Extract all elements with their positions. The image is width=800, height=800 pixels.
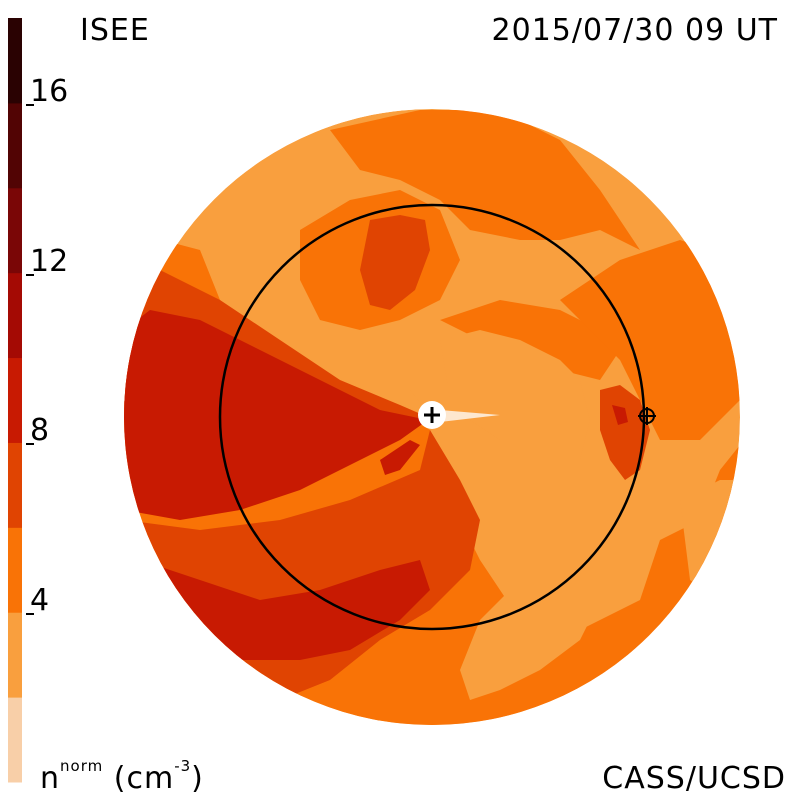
- colorbar-band: [8, 357, 22, 443]
- colorbar-band: [8, 697, 22, 783]
- datetime-label: 2015/07/30 09 UT: [491, 13, 778, 48]
- colorbar: [8, 18, 22, 783]
- density-region-8-10: [124, 310, 428, 520]
- colorbar-band: [8, 102, 22, 189]
- colorbar-band: [8, 18, 22, 104]
- density-region-6-8: [600, 385, 650, 480]
- colorbar-tick-label: 8: [25, 413, 50, 449]
- density-region-6-8: [360, 215, 430, 310]
- density-region-4-6: [440, 300, 620, 380]
- colorbar-band: [8, 187, 22, 274]
- density-region-4-6: [560, 240, 740, 440]
- colorbar-tick-label: 16: [25, 73, 69, 109]
- density-region-4-6: [330, 110, 640, 250]
- earth-marker: [638, 407, 656, 425]
- density-region-8-10: [612, 405, 628, 425]
- colorbar-band: [8, 442, 22, 528]
- sun-wake: [440, 410, 500, 422]
- colorbar-tick-label: 4: [25, 583, 50, 619]
- source-label: ISEE: [80, 13, 150, 48]
- colorbar-band: [8, 612, 22, 698]
- colorbar-tick-label: 12: [25, 243, 69, 279]
- colorbar-band: [8, 272, 22, 359]
- credit-label: CASS/UCSD: [602, 761, 786, 796]
- density-region-2-4: [260, 330, 430, 415]
- density-region-2-4: [440, 330, 590, 480]
- colorbar-unit-label: nnorm (cm-3): [40, 757, 204, 796]
- density-region-8-10: [380, 440, 420, 475]
- sun-marker: [418, 401, 500, 429]
- density-field: [124, 109, 740, 725]
- density-region-2-4: [460, 560, 600, 700]
- colorbar-band: [8, 527, 22, 613]
